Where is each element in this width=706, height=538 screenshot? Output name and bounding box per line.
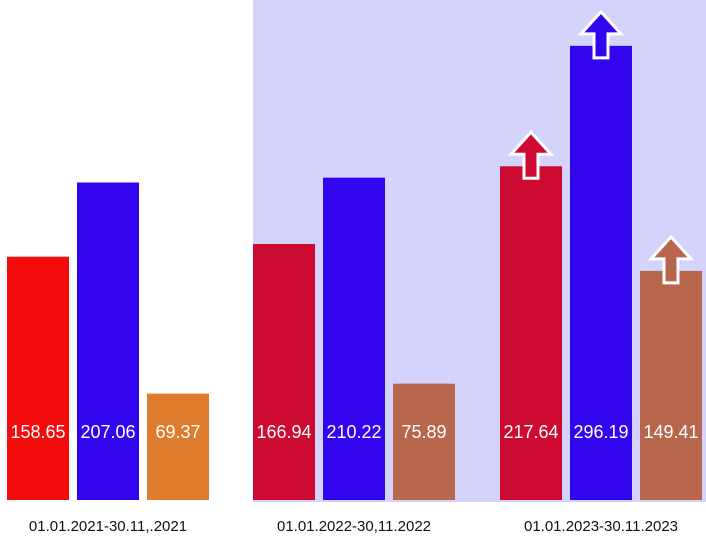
- value-label: 217.64: [503, 422, 558, 442]
- x-tick-label: 01.01.2023-30.11.2023: [524, 518, 678, 535]
- value-label: 166.94: [256, 422, 311, 442]
- value-label: 296.19: [573, 422, 628, 442]
- value-label: 69.37: [155, 422, 200, 442]
- bar: [253, 244, 315, 500]
- x-tick-label: 01.01.2021-30.11,.2021: [29, 518, 187, 535]
- arrow: [577, 9, 625, 60]
- value-label: 210.22: [326, 422, 381, 442]
- value-label: 149.41: [643, 422, 698, 442]
- arrow: [647, 234, 695, 285]
- bar: [500, 166, 562, 500]
- x-tick-label: 01.01.2022-30,11.2022: [277, 518, 431, 535]
- bar: [147, 393, 209, 500]
- bar: [7, 256, 69, 500]
- bar: [323, 177, 385, 501]
- value-label: 158.65: [10, 422, 65, 442]
- bar: [640, 270, 702, 500]
- bar: [570, 45, 632, 500]
- value-label: 207.06: [80, 422, 135, 442]
- arrow: [507, 130, 555, 180]
- bar: [393, 383, 455, 500]
- highlight-panel: [253, 0, 706, 502]
- bar: [77, 182, 139, 500]
- value-label: 75.89: [401, 422, 446, 442]
